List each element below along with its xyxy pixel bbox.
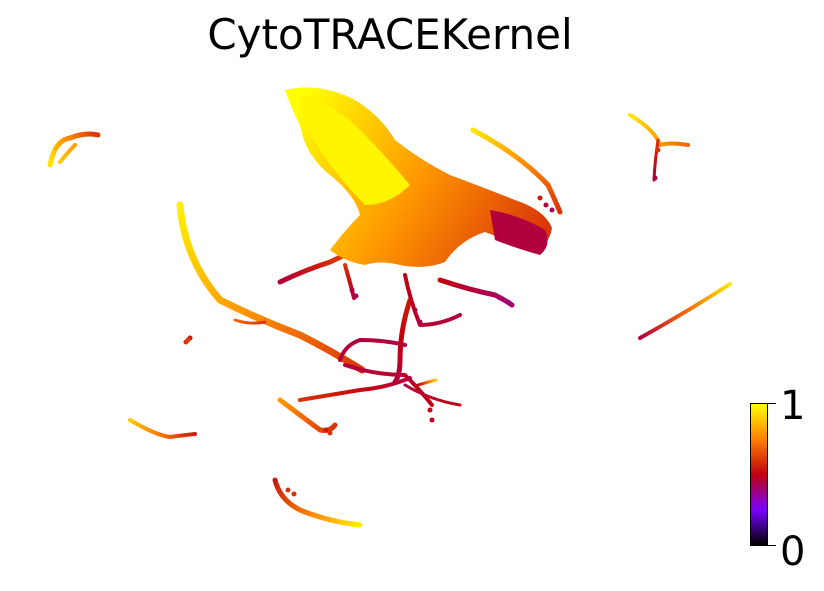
scatter-point <box>417 319 423 325</box>
chart-title: CytoTRACEKernel <box>207 10 573 59</box>
scatter-point <box>349 287 355 293</box>
scatter-point <box>327 430 333 436</box>
cluster-lower-loop <box>277 397 338 433</box>
cluster-top-right-y <box>628 113 690 147</box>
cluster-right-line <box>638 282 732 340</box>
colorbar-tick-max <box>768 403 776 404</box>
scatter-point <box>429 417 435 423</box>
scatter-point <box>353 293 359 299</box>
cluster-bottom-left-small <box>128 418 197 439</box>
cluster-long-arc <box>176 201 366 374</box>
cluster-loop-connector <box>338 338 407 362</box>
scatter-point <box>655 147 661 153</box>
cluster-bottom-arc <box>272 477 363 528</box>
scatter-point <box>285 487 291 493</box>
cluster-left-hook-inner <box>58 143 77 164</box>
scatter-point <box>291 491 297 497</box>
scatter-point <box>427 407 433 413</box>
colorbar-max-label: 1 <box>780 383 806 429</box>
scatter-point <box>412 307 418 313</box>
cluster-top-right-stem <box>652 138 660 182</box>
scatter-point <box>497 295 503 301</box>
scatter-point <box>323 427 329 433</box>
cluster-lower-branch-4 <box>416 378 438 387</box>
cluster-center-right <box>437 277 515 308</box>
scatter-point <box>543 202 549 208</box>
cluster-long-arc-branch <box>233 318 267 325</box>
scatter-point <box>505 299 511 305</box>
colorbar <box>750 403 768 546</box>
colorbar-tick-min <box>768 545 776 546</box>
cluster-center-loop <box>392 297 413 385</box>
cluster-under-main <box>403 273 462 327</box>
cluster-main-purple-tip <box>490 210 548 255</box>
cluster-main-to-right <box>470 127 563 215</box>
scatter-point <box>537 195 543 201</box>
scatter-point <box>185 337 191 343</box>
scatter-point <box>652 175 658 181</box>
cluster-lower-branch-3 <box>403 383 462 407</box>
cluster-left-hook <box>47 131 101 168</box>
scatter-point <box>549 207 555 213</box>
colorbar-min-label: 0 <box>780 529 806 575</box>
cluster-mid-left-drop <box>343 263 356 300</box>
cluster-main-core <box>300 95 410 205</box>
